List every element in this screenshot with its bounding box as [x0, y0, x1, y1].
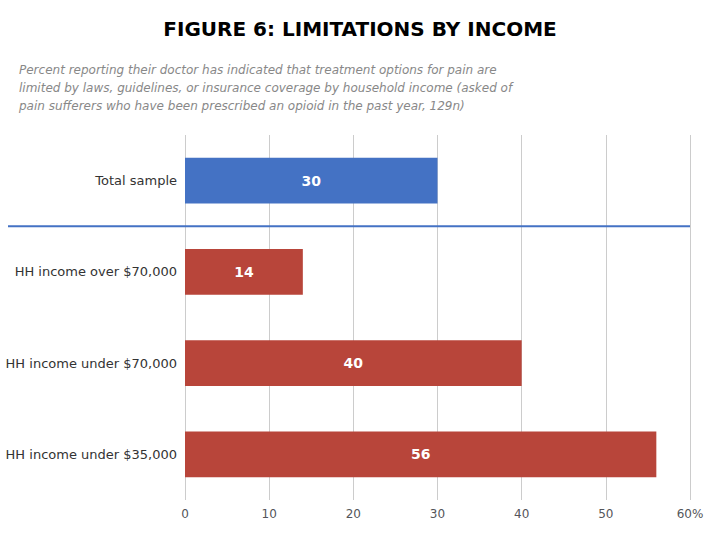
svg-text:Total sample: Total sample: [94, 173, 177, 188]
svg-text:14: 14: [234, 264, 254, 280]
svg-text:10: 10: [262, 507, 277, 521]
svg-text:HH income under $35,000: HH income under $35,000: [6, 447, 177, 462]
svg-text:HH income over $70,000: HH income over $70,000: [15, 264, 177, 279]
svg-text:FIGURE 6: LIMITATIONS BY INCOM: FIGURE 6: LIMITATIONS BY INCOME: [163, 17, 556, 41]
svg-text:limited by laws, guidelines, o: limited by laws, guidelines, or insuranc…: [19, 81, 514, 95]
svg-text:60%: 60%: [677, 507, 704, 521]
svg-text:50: 50: [598, 507, 613, 521]
svg-text:pain sufferers who have been p: pain sufferers who have been prescribed …: [18, 99, 465, 113]
svg-text:Percent reporting their doctor: Percent reporting their doctor has indic…: [19, 63, 497, 77]
svg-text:40: 40: [344, 355, 364, 371]
svg-text:30: 30: [430, 507, 445, 521]
svg-text:0: 0: [181, 507, 189, 521]
svg-text:20: 20: [346, 507, 361, 521]
svg-text:30: 30: [302, 173, 322, 189]
svg-text:56: 56: [411, 446, 430, 462]
svg-text:HH income under $70,000: HH income under $70,000: [6, 356, 177, 371]
svg-text:40: 40: [514, 507, 529, 521]
